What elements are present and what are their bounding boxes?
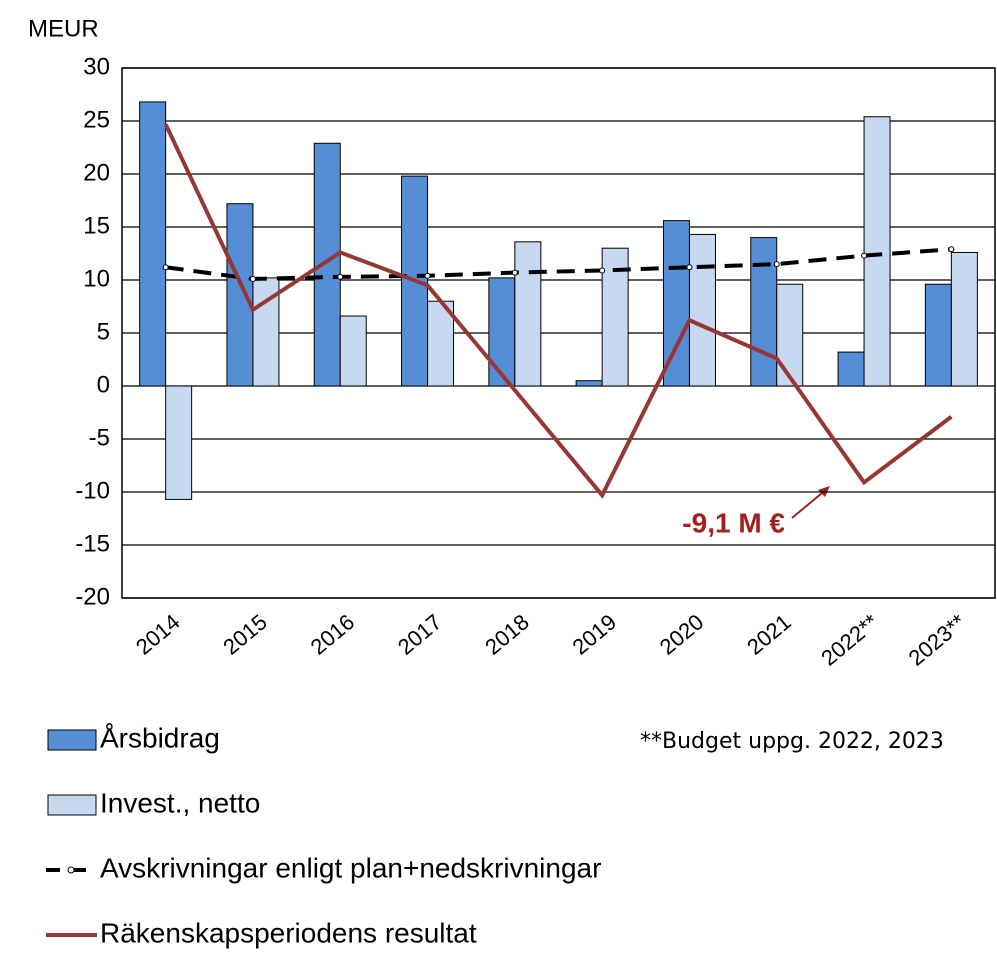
y-tick-label: -20 <box>75 583 110 610</box>
x-tick-label: 2017 <box>393 609 447 660</box>
annotation-arrow <box>791 486 830 519</box>
y-tick-label: -15 <box>75 530 110 557</box>
bar <box>514 241 542 387</box>
line-point <box>948 246 955 253</box>
y-tick-label: 30 <box>83 53 110 80</box>
line-point <box>511 269 518 276</box>
line-point <box>861 252 868 259</box>
bar <box>750 237 778 387</box>
legend-label: Invest., netto <box>100 787 260 818</box>
bar <box>488 277 516 387</box>
x-tick-label: 2020 <box>655 609 709 660</box>
legend-marker-point <box>67 866 75 874</box>
bar <box>427 300 455 387</box>
line-point <box>424 272 431 279</box>
x-tick-label: 2015 <box>218 609 272 660</box>
bar <box>837 351 865 387</box>
bar <box>950 251 978 387</box>
bar <box>139 101 167 387</box>
y-tick-label: 10 <box>83 265 110 292</box>
x-tick-label: 2016 <box>306 609 360 660</box>
legend-label: Årsbidrag <box>100 722 220 753</box>
x-tick-label: 2014 <box>131 609 185 660</box>
y-tick-label: 15 <box>83 212 110 239</box>
line-point <box>337 273 344 280</box>
legend-label: Räkenskapsperiodens resultat <box>100 917 477 948</box>
legend-marker <box>47 729 97 751</box>
bar <box>863 116 891 387</box>
legend-label: Avskrivningar enligt plan+nedskrivningar <box>100 852 601 883</box>
y-tick-label: 20 <box>83 159 110 186</box>
bar <box>575 380 603 387</box>
x-tick-label: 2023** <box>904 609 971 671</box>
y-tick-label: 0 <box>97 371 110 398</box>
x-tick-label: 2019 <box>568 609 622 660</box>
y-axis-label: MEUR <box>28 15 99 42</box>
bar <box>776 283 804 387</box>
y-tick-label: 25 <box>83 106 110 133</box>
line-point <box>599 267 606 274</box>
line-point <box>162 264 169 271</box>
y-tick-label: -5 <box>89 424 110 451</box>
bar <box>165 385 193 500</box>
bar <box>226 203 254 387</box>
x-tick-label: 2021 <box>742 609 796 660</box>
line-point <box>686 264 693 271</box>
bar <box>252 277 280 387</box>
x-tick-label: 2022** <box>816 609 883 671</box>
bar <box>339 315 367 387</box>
y-tick-label: 5 <box>97 318 110 345</box>
annotation: -9,1 M € <box>682 507 785 538</box>
line-point <box>249 275 256 282</box>
bar <box>688 233 716 387</box>
legend-marker <box>47 794 97 816</box>
y-tick-label: -10 <box>75 477 110 504</box>
x-tick-label: 2018 <box>480 609 534 660</box>
line-point <box>773 261 780 268</box>
footnote: **Budget uppg. 2022, 2023 <box>640 729 944 754</box>
plot-border <box>121 67 996 599</box>
bar <box>924 283 952 387</box>
line <box>165 247 952 281</box>
line <box>163 123 953 499</box>
